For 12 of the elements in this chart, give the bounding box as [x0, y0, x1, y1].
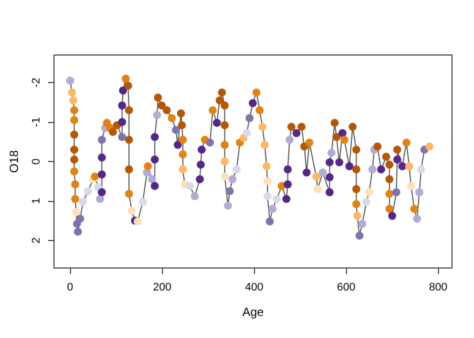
x-tick-label: 200 [152, 282, 172, 294]
x-tick-label: 600 [336, 282, 356, 294]
y-axis-title: O18 [7, 150, 21, 173]
y-tick-label: 0 [30, 158, 42, 165]
x-tick-label: 0 [67, 282, 74, 294]
y-tick-label: 1 [30, 198, 42, 204]
y-tick-label: -2 [30, 78, 42, 88]
y-tick-label: 2 [30, 237, 42, 244]
x-tick-label: 800 [429, 282, 448, 294]
y-tick-label: -1 [30, 117, 42, 127]
x-tick-label: 400 [244, 282, 264, 294]
x-axis-title: Age [242, 305, 264, 319]
